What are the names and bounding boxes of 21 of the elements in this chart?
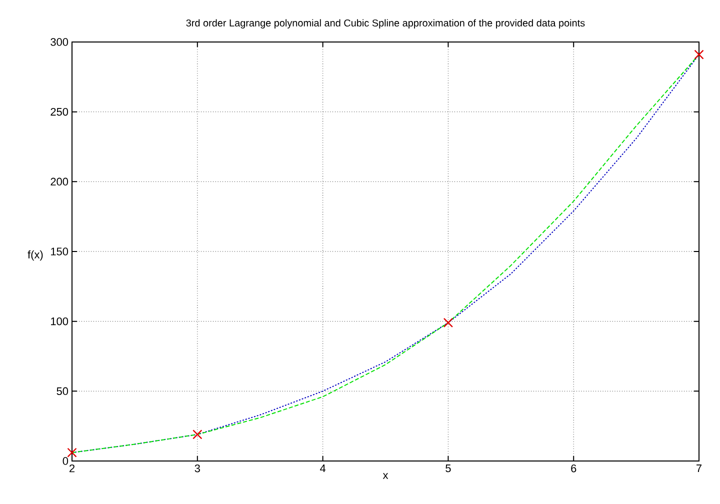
y-tick-label: 100 (51, 317, 68, 326)
point (67, 448, 77, 458)
y-tick-label: 150 (51, 248, 68, 256)
point (694, 50, 704, 60)
y-axis-title: f(x) (28, 250, 43, 261)
y-tick-label: 250 (50, 108, 68, 116)
y-tick-label: 300 (50, 38, 68, 46)
x-tick-label: 7 (696, 464, 702, 472)
y-tick-label: 0 (62, 457, 68, 465)
point (443, 318, 454, 328)
y-tick-label: 200 (50, 178, 68, 186)
x-axis-title: x (382, 473, 388, 479)
chart-title: 3rd order Lagrange polynomial and Cubic Spline approximation of the provided data points (186, 19, 585, 28)
x-tick-label: 2 (70, 464, 75, 472)
point (192, 430, 202, 440)
x-tick-label: 6 (571, 464, 576, 472)
y-tick-label: 50 (56, 387, 68, 396)
x-tick-label: 5 (446, 464, 451, 472)
line-series (72, 54, 700, 454)
x-tick-label: 4 (320, 464, 326, 472)
x-tick-label: 3 (194, 464, 200, 472)
